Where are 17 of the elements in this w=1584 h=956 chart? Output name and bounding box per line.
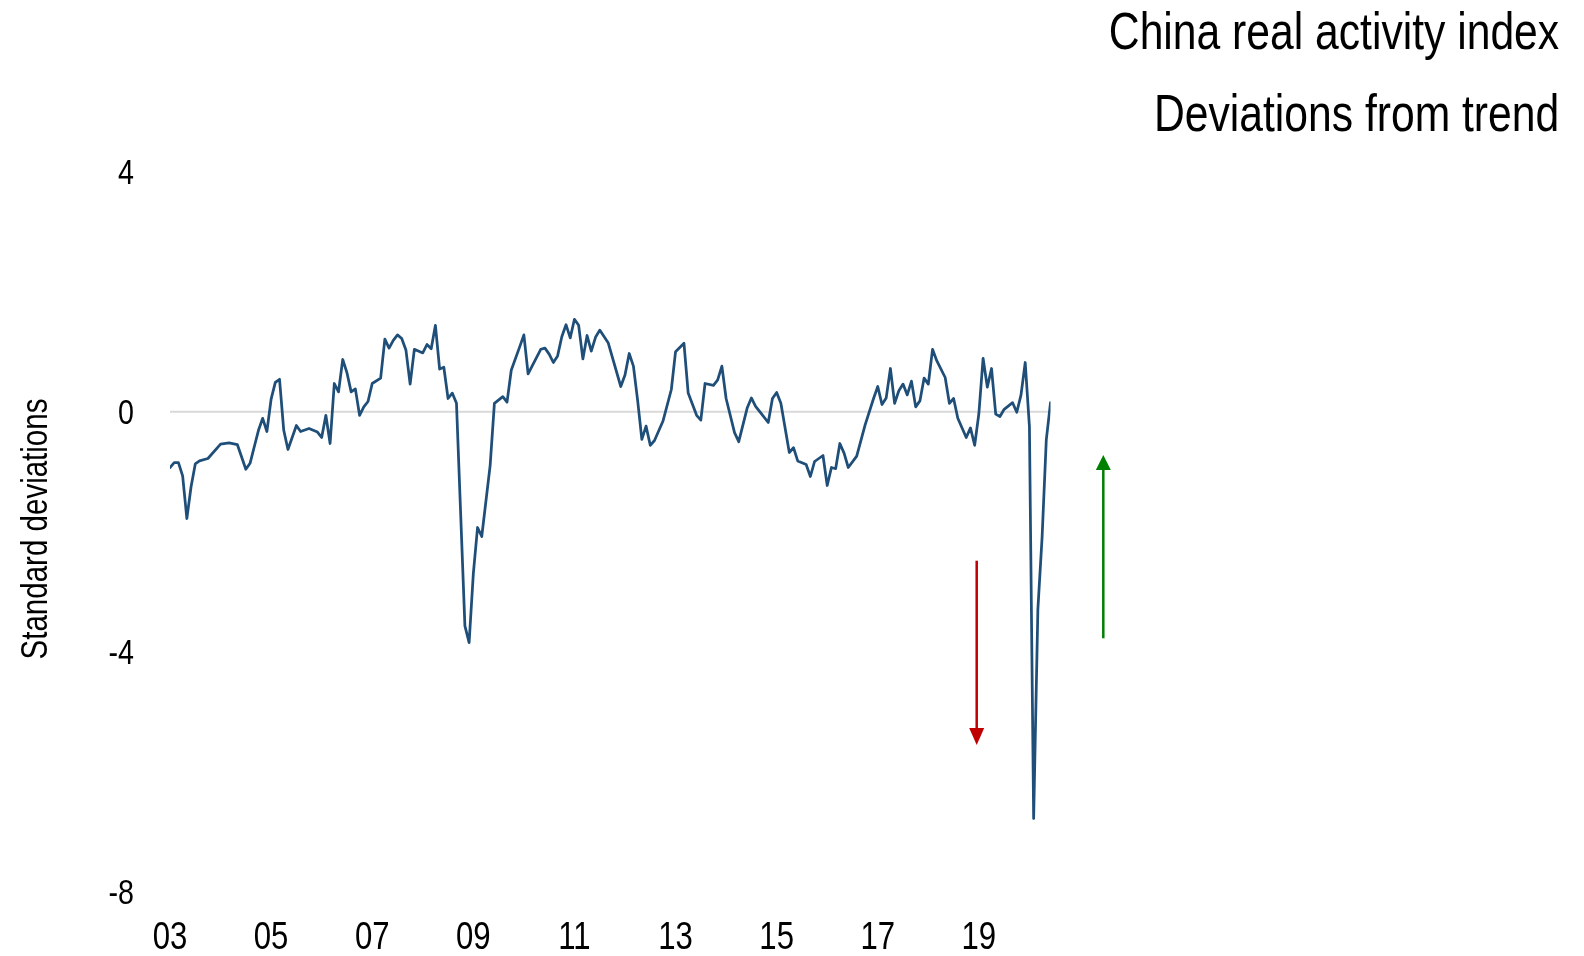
x-tick-label: 11 [558,914,591,956]
x-tick-label: 13 [658,914,693,956]
y-tick-label: 4 [118,152,134,192]
x-tick-label: 17 [860,914,896,956]
y-tick-label: 0 [118,392,134,432]
y-tick-label: -4 [108,632,134,672]
x-tick-label: 07 [354,914,390,956]
y-axis-title: Standard deviations [14,398,56,660]
text: Deviations from trend [1153,84,1559,142]
x-tick-label: 03 [152,914,188,956]
x-tick-label: 15 [759,914,794,956]
text: China real activity index [1108,1,1559,60]
y-tick-label: -8 [108,872,134,912]
x-tick-label: 09 [456,914,491,956]
x-tick-label: 19 [961,914,997,956]
x-tick-label: 05 [253,914,289,956]
line-series [170,317,1051,820]
